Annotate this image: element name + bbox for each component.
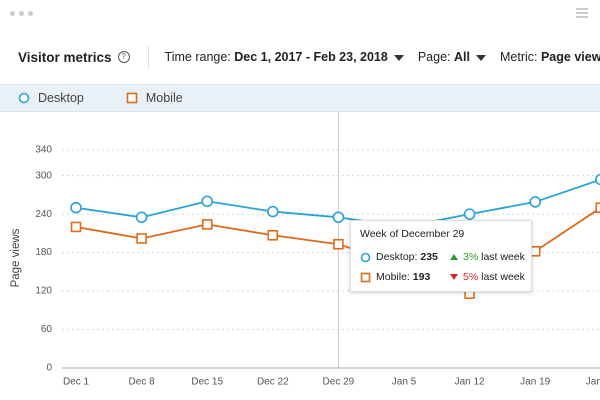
series-label: Mobile: (376, 271, 410, 283)
caret (475, 54, 486, 61)
legend-label: Mobile (145, 91, 183, 105)
data-point (70, 201, 82, 214)
legend-label: Desktop (38, 91, 84, 105)
legend-marker (126, 92, 138, 104)
y-tick-label: 120 (35, 286, 52, 297)
y-tick-label: 180 (35, 247, 52, 258)
legend-item[interactable]: Desktop (18, 91, 84, 105)
marker (18, 92, 30, 104)
filter-label: Page: (417, 50, 451, 64)
legend-marker (18, 92, 30, 104)
change-value: 3% (463, 251, 479, 263)
change-text: last week (481, 271, 525, 283)
filter[interactable]: Time range: Dec 1, 2017 - Feb 23, 2018 (165, 50, 404, 64)
legend-marker (360, 272, 371, 282)
y-tick-label: 340 (35, 145, 52, 156)
filter-value: All (454, 50, 470, 64)
marker (360, 272, 371, 282)
filter[interactable]: Metric: Page views (500, 50, 600, 64)
x-tick-label: Dec 15 (191, 377, 223, 388)
menu-button[interactable] (576, 8, 588, 20)
y-tick-label: 300 (35, 170, 52, 181)
y-axis-label: Page views (10, 228, 22, 287)
legend-item[interactable]: Mobile (126, 91, 183, 105)
y-tick-label: 60 (41, 324, 53, 335)
change-arrow (450, 274, 458, 280)
separator (147, 46, 149, 68)
tooltip-value: 235 (420, 251, 438, 263)
data-point (529, 196, 542, 208)
help-icon[interactable]: ? (117, 51, 130, 63)
data-point (201, 219, 213, 230)
top-bar (0, 0, 600, 26)
data-point (463, 208, 476, 220)
page-title: Visitor metrics (18, 49, 112, 65)
data-point (595, 173, 600, 186)
data-point (332, 211, 345, 224)
data-point (595, 202, 600, 214)
filter-value: Page views (540, 50, 600, 64)
tooltip-label: Mobile: 193 (360, 271, 450, 283)
window-dot (28, 11, 33, 16)
y-tick-label: 0 (46, 363, 52, 374)
x-tick-label: Jan 19 (520, 377, 550, 388)
tooltip-row: Desktop: 235 3% last week (360, 251, 530, 263)
x-tick-label: Jan 26 (586, 377, 600, 388)
data-point (266, 205, 279, 218)
data-point (70, 221, 82, 233)
caret (393, 54, 404, 61)
marker (126, 92, 138, 104)
header: Visitor metrics ? Time range: Dec 1, 201… (18, 46, 600, 68)
data-point (529, 246, 541, 257)
filter[interactable]: Page: All (418, 50, 486, 64)
y-tick-label: 240 (35, 209, 52, 220)
x-tick-label: Dec 8 (129, 377, 156, 388)
data-point (201, 195, 213, 208)
filter-label: Metric: (499, 50, 538, 64)
filter-label: Time range: (164, 50, 231, 64)
filter-value: Dec 1, 2017 - Feb 23, 2018 (234, 50, 388, 64)
legend-marker (360, 252, 371, 262)
tooltip-row: Mobile: 193 5% last week (360, 271, 530, 283)
window-dot (10, 11, 15, 16)
change-arrow (450, 254, 458, 260)
data-point (267, 229, 279, 241)
x-tick-label: Dec 1 (63, 377, 90, 388)
marker (360, 252, 371, 262)
tooltip-title: Week of December 29 (360, 228, 465, 240)
change-value: 5% (463, 271, 479, 283)
x-tick-label: Jan 5 (392, 377, 417, 388)
tooltip-value: 193 (412, 271, 431, 283)
change-text: last week (481, 251, 525, 263)
data-point (333, 238, 344, 250)
x-tick-label: Dec 29 (323, 377, 355, 388)
x-tick-label: Dec 22 (257, 377, 289, 388)
data-point (136, 233, 147, 244)
window-dot (19, 11, 24, 16)
tooltip-label: Desktop: 235 (360, 251, 450, 263)
series-label: Desktop: (376, 251, 418, 263)
tooltip: Week of December 29 Desktop: 235 3% last … (350, 220, 532, 292)
legend: Desktop Mobile (0, 84, 600, 112)
x-tick-label: Jan 12 (455, 377, 485, 388)
data-point (135, 211, 148, 224)
